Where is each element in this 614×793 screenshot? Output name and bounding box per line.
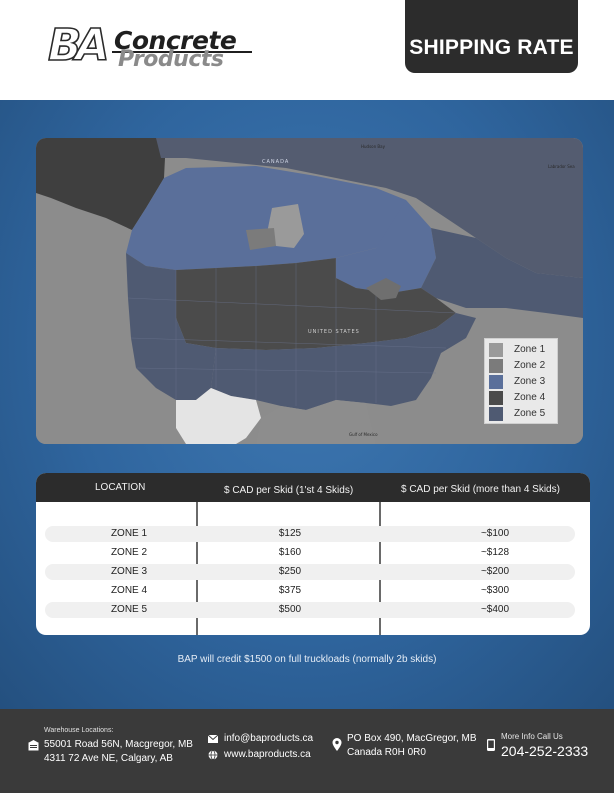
column-header-first-4: $ CAD per Skid (1'st 4 Skids) bbox=[224, 485, 354, 496]
page-header: BA Concrete Products SHIPPING RATE bbox=[0, 0, 614, 100]
map-label-canada: CANADA bbox=[262, 159, 290, 165]
page-footer: Warehouse Locations: 55001 Road 56N, Mac… bbox=[0, 709, 614, 793]
rate-table: LOCATION $ CAD per Skid (1'st 4 Skids) $… bbox=[36, 473, 590, 635]
cell-zone: ZONE 2 bbox=[110, 547, 148, 558]
cell-more: ~$128 bbox=[480, 547, 510, 558]
table-row: ZONE 1 $125 ~$100 bbox=[45, 526, 575, 542]
legend-label: Zone 2 bbox=[514, 360, 546, 371]
legend-item-zone-3: Zone 3 bbox=[489, 375, 555, 389]
table-row: ZONE 4 $375 ~$300 bbox=[45, 583, 575, 599]
legend-label: Zone 4 bbox=[514, 392, 546, 403]
warehouse-address-1: 55001 Road 56N, Macgregor, MB bbox=[44, 739, 193, 750]
legend-label: Zone 5 bbox=[514, 408, 546, 419]
logo-rule bbox=[112, 51, 252, 53]
legend-swatch bbox=[489, 391, 503, 405]
company-logo: BA Concrete Products bbox=[47, 20, 258, 74]
warehouse-address-2: 4311 72 Ave NE, Calgary, AB bbox=[44, 753, 173, 764]
warehouse-title: Warehouse Locations: bbox=[44, 727, 114, 734]
cell-first-4: $125 bbox=[278, 528, 302, 539]
cell-zone: ZONE 1 bbox=[110, 528, 148, 539]
cell-zone: ZONE 3 bbox=[110, 566, 148, 577]
column-header-location: LOCATION bbox=[95, 482, 146, 493]
po-box-line-1: PO Box 490, MacGregor, MB bbox=[347, 733, 477, 744]
legend-item-zone-1: Zone 1 bbox=[489, 343, 555, 357]
zone-legend: Zone 1 Zone 2 Zone 3 Zone 4 Zone 5 bbox=[484, 338, 558, 424]
po-box-line-2: Canada R0H 0R0 bbox=[347, 747, 426, 758]
legend-item-zone-2: Zone 2 bbox=[489, 359, 555, 373]
legend-swatch bbox=[489, 407, 503, 421]
table-row: ZONE 3 $250 ~$200 bbox=[45, 564, 575, 580]
cell-first-4: $160 bbox=[278, 547, 302, 558]
location-pin-icon bbox=[332, 738, 342, 751]
table-header: LOCATION $ CAD per Skid (1'st 4 Skids) $… bbox=[36, 473, 590, 502]
legend-item-zone-4: Zone 4 bbox=[489, 391, 555, 405]
cell-zone: ZONE 5 bbox=[110, 604, 148, 615]
cell-more: ~$400 bbox=[480, 604, 510, 615]
map-label-hudson-bay: Hudson Bay bbox=[361, 144, 385, 149]
call-label: More Info Call Us bbox=[501, 732, 563, 741]
cell-first-4: $500 bbox=[278, 604, 302, 615]
zone-map: Hudson Bay Labrador Sea CANADA UNITED ST… bbox=[36, 138, 583, 444]
map-graphic bbox=[36, 138, 583, 444]
cell-more: ~$300 bbox=[480, 585, 510, 596]
credit-note: BAP will credit $1500 on full truckloads… bbox=[177, 654, 437, 665]
legend-label: Zone 3 bbox=[514, 376, 546, 387]
logo-mark: BA bbox=[47, 20, 110, 71]
logo-word-concrete: Concrete bbox=[114, 26, 237, 55]
map-label-gulf: Gulf of Mexico bbox=[349, 432, 378, 437]
email-link[interactable]: info@baproducts.ca bbox=[224, 733, 314, 744]
map-label-united-states: UNITED STATES bbox=[308, 329, 360, 335]
email-icon bbox=[208, 735, 218, 743]
phone-icon bbox=[487, 739, 495, 751]
legend-label: Zone 1 bbox=[514, 344, 546, 355]
warehouse-icon bbox=[28, 740, 39, 751]
title-tab: SHIPPING RATE bbox=[405, 0, 578, 73]
column-header-more-than-4: $ CAD per Skid (more than 4 Skids) bbox=[401, 484, 560, 495]
table-row: ZONE 2 $160 ~$128 bbox=[45, 545, 575, 561]
website-link[interactable]: www.baproducts.ca bbox=[224, 749, 311, 760]
legend-swatch bbox=[489, 343, 503, 357]
phone-number[interactable]: 204-252-2333 bbox=[501, 743, 589, 759]
legend-swatch bbox=[489, 359, 503, 373]
cell-more: ~$200 bbox=[480, 566, 510, 577]
page-title: SHIPPING RATE bbox=[409, 36, 574, 59]
cell-first-4: $250 bbox=[278, 566, 302, 577]
logo-word-products: Products bbox=[118, 47, 224, 72]
cell-first-4: $375 bbox=[278, 585, 302, 596]
table-row: ZONE 5 $500 ~$400 bbox=[45, 602, 575, 618]
map-label-labrador-sea: Labrador Sea bbox=[548, 164, 575, 169]
legend-swatch bbox=[489, 375, 503, 389]
cell-more: ~$100 bbox=[480, 528, 510, 539]
globe-icon bbox=[208, 750, 218, 760]
legend-item-zone-5: Zone 5 bbox=[489, 407, 555, 421]
cell-zone: ZONE 4 bbox=[110, 585, 148, 596]
